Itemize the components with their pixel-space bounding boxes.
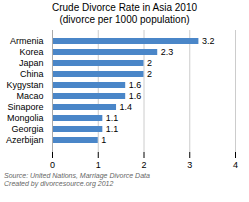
svg-text:China: China [20,69,44,79]
svg-text:Sinapore: Sinapore [7,102,43,112]
svg-text:Georgia: Georgia [11,124,43,134]
svg-text:Armenia: Armenia [10,36,44,46]
html-text:Source: United Nations, Marria: Source: United Nations, Marriage Divorce… [4,172,150,179]
svg-text:Kygystan: Kygystan [6,80,43,90]
svg-text:2: 2 [141,160,146,170]
svg-text:2: 2 [147,69,152,79]
svg-text:2: 2 [147,58,152,68]
svg-text:1.6: 1.6 [129,91,142,101]
svg-text:1: 1 [101,135,106,145]
svg-text:1.1: 1.1 [106,113,119,123]
svg-text:1: 1 [96,160,101,170]
html-text:Created by divorcesource.org 2: Created by divorcesource.org 2012 [4,180,114,187]
svg-text:3: 3 [187,160,192,170]
svg-text:Korea: Korea [19,47,43,57]
svg-text:Japan: Japan [19,58,44,68]
svg-text:1.6: 1.6 [129,80,142,90]
svg-text:1.4: 1.4 [120,102,133,112]
svg-text:0: 0 [50,160,55,170]
svg-text:Azerbijan: Azerbijan [6,135,44,145]
svg-text:4: 4 [233,160,238,170]
svg-text:3.2: 3.2 [202,36,215,46]
html-text:Crude Divorce Rate in Asia 201: Crude Divorce Rate in Asia 2010 (divorce… [52,2,197,25]
svg-text:1.1: 1.1 [106,124,119,134]
svg-text:Mongolia: Mongolia [7,113,44,123]
svg-text:2.3: 2.3 [161,47,174,57]
svg-text:Macao: Macao [16,91,43,101]
